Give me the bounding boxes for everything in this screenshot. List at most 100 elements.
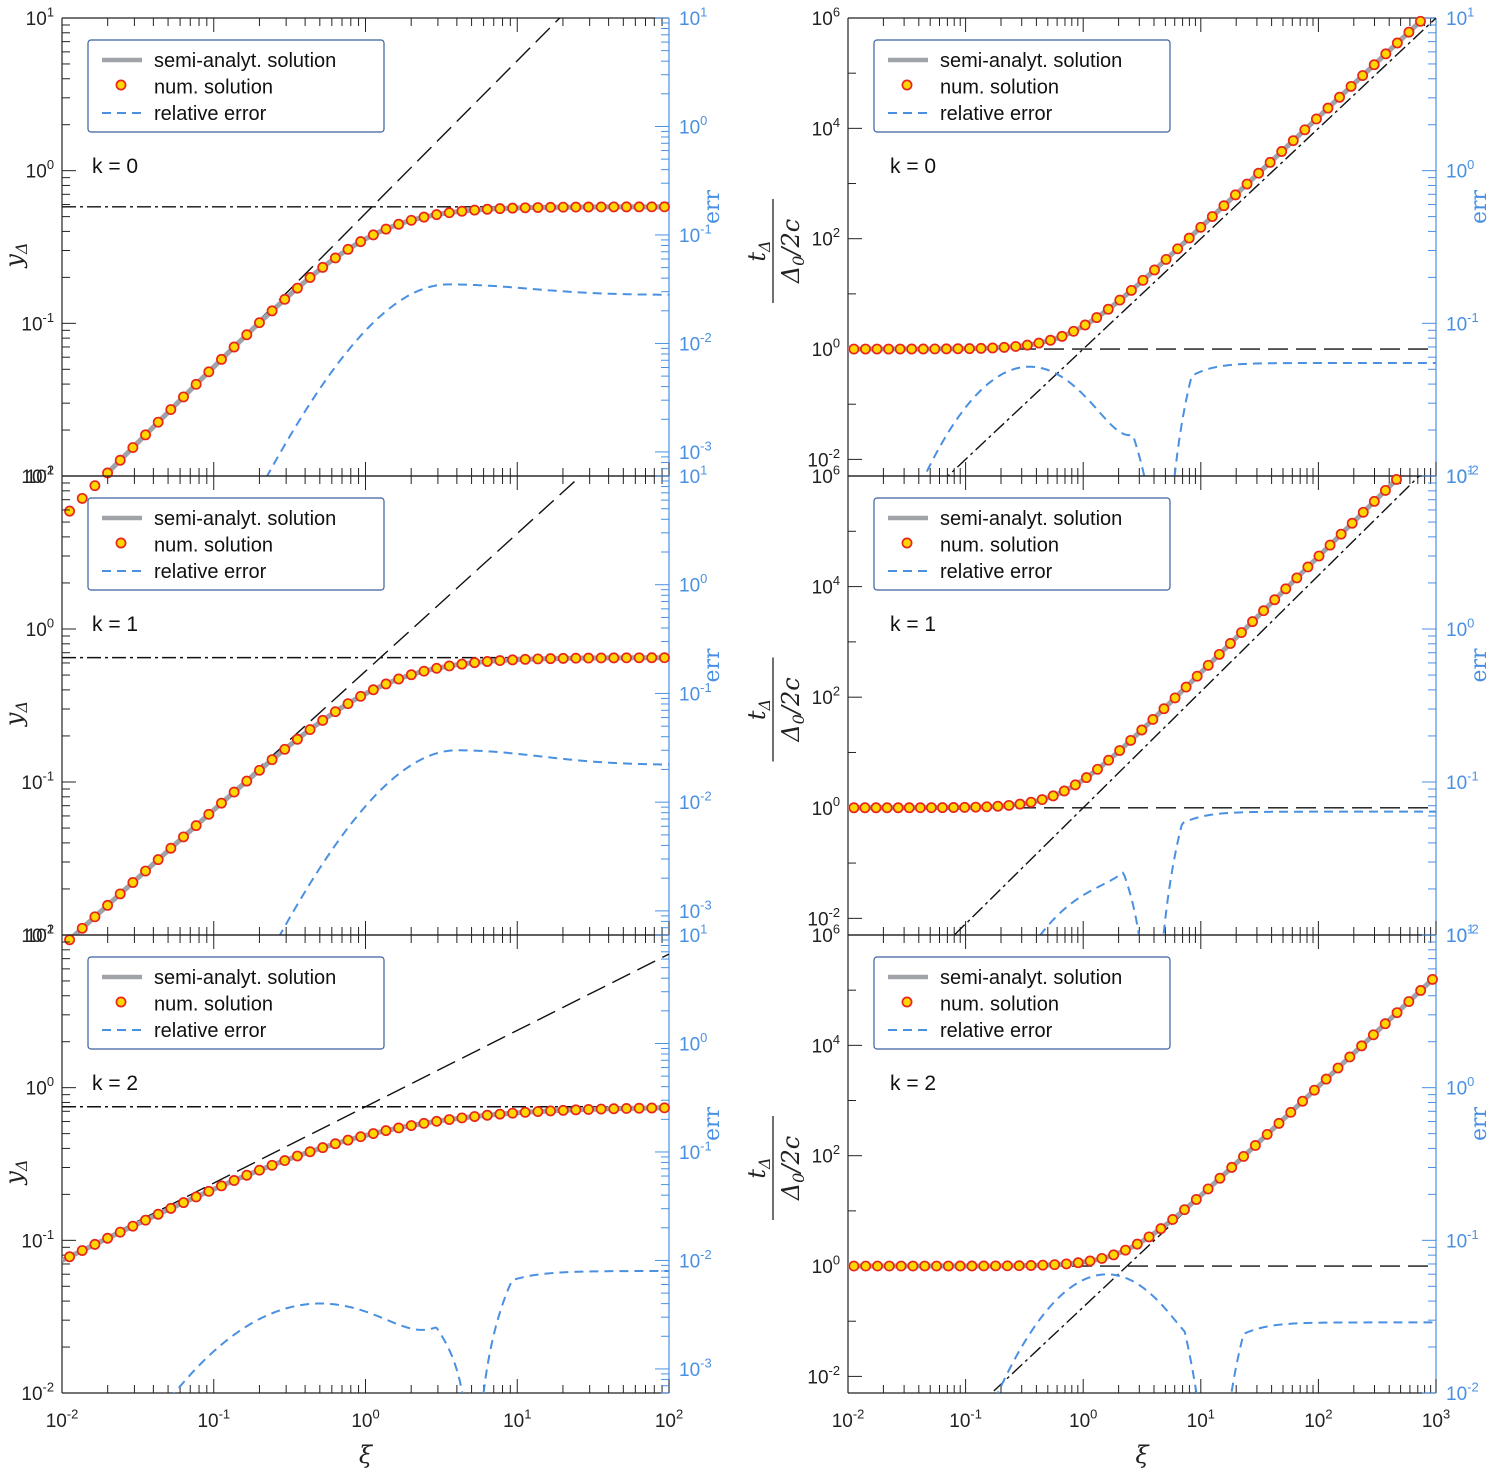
num-solution-point bbox=[317, 714, 329, 726]
num-solution-point bbox=[279, 1155, 291, 1167]
num-solution-point bbox=[1214, 1172, 1226, 1184]
num-solution-point bbox=[1380, 48, 1392, 60]
num-solution-point bbox=[266, 754, 278, 766]
num-solution-point bbox=[1013, 1260, 1025, 1272]
num-solution-point bbox=[342, 698, 354, 710]
num-solution-point bbox=[1155, 1223, 1167, 1235]
num-solution-point bbox=[1001, 1260, 1013, 1272]
num-solution-point bbox=[848, 1260, 860, 1272]
y-label-numerator: tΔ bbox=[743, 699, 774, 720]
num-solution-point bbox=[1368, 59, 1380, 71]
num-solution-point bbox=[89, 911, 101, 923]
num-solution-point bbox=[570, 201, 582, 213]
num-solution-point bbox=[253, 764, 265, 776]
x-tick-label: 102 bbox=[655, 1406, 683, 1432]
num-solution-point bbox=[1276, 146, 1288, 157]
num-solution-point bbox=[329, 252, 341, 264]
err-tick-label: 10-1 bbox=[1446, 310, 1479, 336]
num-solution-point bbox=[1335, 528, 1347, 540]
legend-box bbox=[87, 956, 385, 1050]
num-solution-point bbox=[1269, 594, 1281, 606]
num-solution-point bbox=[1213, 648, 1225, 660]
num-solution-point bbox=[633, 652, 645, 664]
num-solution-point bbox=[127, 442, 139, 453]
num-solution-point bbox=[557, 1104, 569, 1116]
num-solution-point bbox=[190, 378, 202, 390]
num-solution-point bbox=[959, 801, 971, 813]
num-solution-point bbox=[1049, 1259, 1061, 1271]
num-solution-point bbox=[1356, 1040, 1368, 1052]
num-solution-point bbox=[266, 305, 278, 317]
y-tick-label: 100 bbox=[812, 335, 840, 361]
num-solution-point bbox=[608, 1103, 620, 1115]
err-tick-label: 101 bbox=[679, 921, 707, 947]
num-solution-point bbox=[892, 802, 904, 814]
num-solution-point bbox=[1308, 1084, 1320, 1096]
num-solution-point bbox=[304, 272, 316, 283]
num-solution-point bbox=[1092, 763, 1103, 775]
num-solution-point bbox=[469, 1111, 481, 1122]
num-solution-point bbox=[964, 343, 975, 355]
num-solution-point bbox=[1287, 135, 1299, 147]
num-solution-point bbox=[76, 1245, 88, 1256]
num-solution-point bbox=[329, 706, 341, 718]
num-solution-point bbox=[355, 236, 367, 248]
num-solution-point bbox=[393, 218, 405, 230]
num-solution-point bbox=[1080, 772, 1092, 784]
num-solution-point bbox=[190, 820, 202, 832]
err-tick-label: 10-3 bbox=[679, 897, 712, 923]
err-tick-label: 10-2 bbox=[1446, 462, 1479, 488]
y-tick-label: 104 bbox=[812, 573, 840, 599]
num-solution-point bbox=[114, 454, 126, 466]
y-tick-label: 100 bbox=[26, 157, 54, 183]
num-solution-point bbox=[1345, 80, 1357, 92]
legend-label: relative error bbox=[940, 1020, 1053, 1042]
err-tick-label: 100 bbox=[1446, 157, 1474, 183]
num-solution-point bbox=[1114, 294, 1126, 306]
num-solution-point bbox=[1379, 1018, 1391, 1030]
y-label-numerator: tΔ bbox=[743, 1157, 774, 1178]
err-tick-label: 10-2 bbox=[1446, 921, 1479, 947]
num-solution-point bbox=[1261, 1128, 1273, 1140]
num-solution-point bbox=[494, 1108, 506, 1120]
y-tick-label: 101 bbox=[26, 4, 54, 30]
num-solution-point bbox=[1403, 26, 1415, 38]
num-solution-point bbox=[140, 429, 151, 441]
num-solution-point bbox=[64, 1251, 76, 1263]
num-solution-point bbox=[658, 1102, 670, 1114]
num-solution-point bbox=[64, 505, 76, 517]
legend-label: num. solution bbox=[154, 535, 273, 557]
num-solution-point bbox=[1357, 70, 1369, 82]
num-solution-point bbox=[952, 343, 964, 355]
num-solution-point bbox=[1258, 605, 1270, 617]
num-solution-point bbox=[1014, 798, 1026, 810]
num-solution-point bbox=[165, 404, 177, 415]
num-solution-point bbox=[1291, 572, 1303, 584]
num-solution-point bbox=[1167, 1214, 1179, 1225]
panel-right-k0: 10-210010210410610-210-1100101tΔΔ0/2cerr… bbox=[743, 4, 1492, 488]
legend-label: num. solution bbox=[940, 77, 1059, 99]
legend-label: semi-analyt. solution bbox=[940, 50, 1122, 72]
num-solution-point bbox=[978, 1260, 990, 1272]
err-axis-label: err bbox=[700, 189, 725, 224]
num-solution-point bbox=[940, 343, 952, 355]
num-solution-point bbox=[216, 353, 227, 365]
y-label-denominator: Δ0/2c bbox=[777, 219, 808, 284]
y-label-numerator: tΔ bbox=[743, 240, 774, 261]
num-solution-point bbox=[848, 343, 860, 355]
k-label: k = 1 bbox=[890, 613, 936, 636]
num-solution-point bbox=[1143, 1231, 1155, 1243]
num-solution-point bbox=[570, 652, 582, 664]
x-tick-label: 10-2 bbox=[832, 1406, 865, 1432]
num-solution-point bbox=[646, 1102, 658, 1114]
y-tick-label: 10-2 bbox=[21, 921, 54, 947]
num-solution-point bbox=[317, 261, 329, 273]
y-tick-label: 100 bbox=[812, 1252, 840, 1278]
num-solution-point bbox=[431, 662, 443, 674]
y-tick-label: 100 bbox=[26, 615, 54, 641]
num-solution-point bbox=[919, 1260, 931, 1272]
num-solution-point bbox=[1302, 561, 1314, 573]
legend-label: num. solution bbox=[940, 535, 1059, 557]
num-solution-point bbox=[1357, 506, 1369, 518]
